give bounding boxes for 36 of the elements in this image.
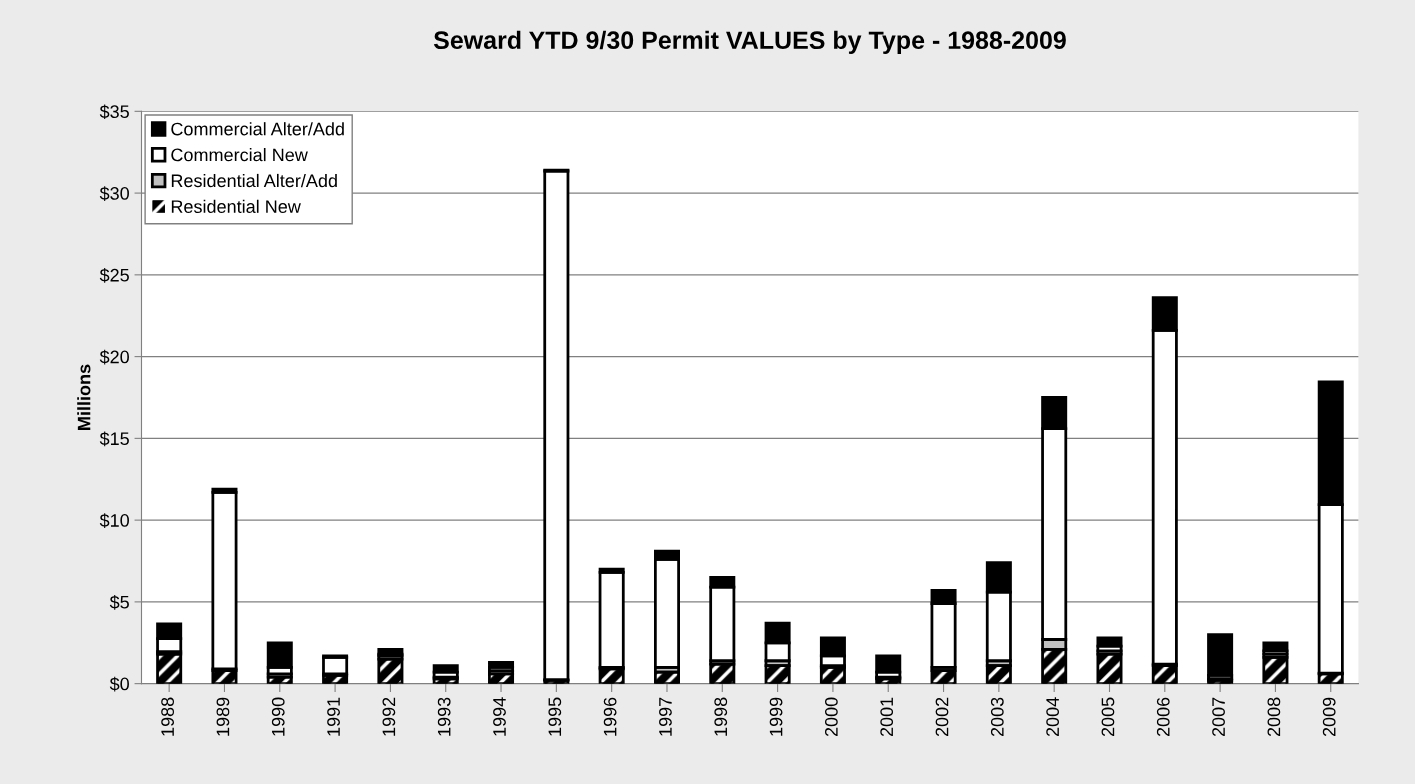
x-tick-label: 2007 bbox=[1212, 697, 1225, 737]
x-tick-label: 1988 bbox=[161, 697, 174, 736]
legend-label: Residential Alter/Add bbox=[171, 173, 337, 188]
x-tick-label: 2006 bbox=[1156, 697, 1170, 737]
x-tick-label: 2009 bbox=[1322, 697, 1336, 737]
x-tick-label: 2002 bbox=[935, 697, 949, 737]
x-tick-label: 1996 bbox=[603, 697, 617, 736]
y-tick-label: $15 bbox=[99, 431, 129, 447]
legend-label: Commercial New bbox=[171, 148, 308, 162]
x-tick-label: 2008 bbox=[1267, 697, 1281, 737]
chart-title: Seward YTD 9/30 Permit VALUES by Type - 1988-2009 bbox=[433, 30, 1066, 55]
x-tick-label: 1998 bbox=[714, 697, 728, 736]
x-tick-label: 1992 bbox=[382, 697, 396, 736]
x-tick-label: 2005 bbox=[1101, 697, 1115, 737]
x-tick-label: 1994 bbox=[493, 697, 506, 736]
legend-label: Residential New bbox=[171, 199, 301, 213]
x-tick-label: 2004 bbox=[1046, 697, 1060, 737]
x-tick-label: 2000 bbox=[824, 697, 838, 737]
x-tick-label: 2003 bbox=[990, 697, 1004, 737]
x-tick-label: 1999 bbox=[769, 697, 783, 736]
x-tick-label: 1993 bbox=[437, 697, 451, 736]
y-tick-label: $0 bbox=[109, 676, 129, 692]
y-tick-label: $5 bbox=[109, 595, 129, 610]
y-tick-label: $25 bbox=[99, 268, 129, 283]
x-tick-label: 1991 bbox=[327, 697, 340, 736]
y-tick-label: $20 bbox=[99, 349, 129, 365]
x-tick-label: 1997 bbox=[659, 697, 672, 736]
legend-label: Commercial Alter/Add bbox=[171, 122, 344, 136]
x-tick-label: 2001 bbox=[880, 697, 894, 737]
x-tick-label: 1990 bbox=[271, 697, 285, 736]
x-tick-label: 1995 bbox=[548, 697, 562, 736]
y-tick-label: $35 bbox=[99, 104, 129, 120]
y-tick-label: $30 bbox=[99, 186, 129, 201]
x-tick-label: 1989 bbox=[216, 697, 230, 736]
y-tick-label: $10 bbox=[99, 513, 129, 528]
y-axis-title: Millions bbox=[77, 364, 91, 430]
